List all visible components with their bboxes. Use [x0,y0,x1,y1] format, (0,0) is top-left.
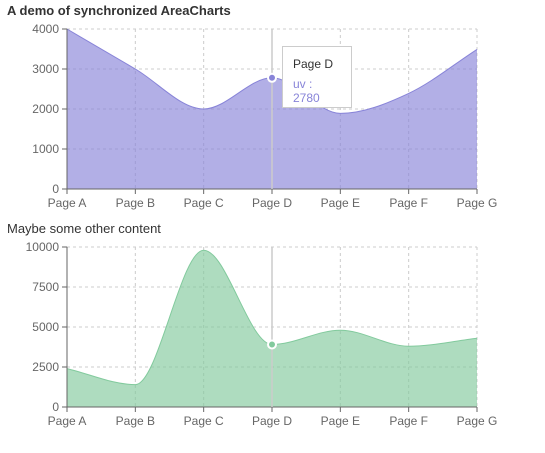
y-tick-label: 0 [52,182,59,196]
x-tick-label: Page E [321,414,360,428]
tooltip-label: Page D [293,57,334,71]
x-tick-label: Page A [48,414,87,428]
x-tick-label: Page G [457,196,498,210]
active-dot [267,72,277,83]
tooltip: Page D uv : 2780 [282,46,352,108]
active-dot [267,339,277,350]
y-tick-label: 5000 [32,320,59,334]
x-tick-label: Page C [184,196,224,210]
x-tick-label: Page E [321,196,360,210]
x-tick-label: Page D [252,414,292,428]
y-tick-label: 10000 [26,240,60,254]
tooltip-value: uv : 2780 [293,77,320,105]
x-tick-label: Page D [252,196,292,210]
chart-title-secondary: Maybe some other content [7,221,161,236]
area-line [66,249,478,386]
y-tick-label: 4000 [32,22,59,36]
x-tick-label: Page B [116,414,155,428]
x-tick-label: Page F [389,196,428,210]
y-tick-label: 7500 [32,280,59,294]
area-chart-top[interactable]: 0 1000 2000 3000 4000 Page A Page B Page C Page … [0,0,545,215]
y-tick-label: 2500 [32,360,59,374]
chart-title: A demo of synchronized AreaCharts [7,3,231,18]
y-tick-label: 0 [52,400,59,414]
area-fill [67,250,477,407]
x-tick-label: Page G [457,414,498,428]
y-tick-label: 2000 [32,102,59,116]
x-tick-label: Page C [184,414,224,428]
x-tick-label: Page A [48,196,87,210]
x-tick-label: Page B [116,196,155,210]
y-tick-label: 1000 [32,142,59,156]
x-tick-label: Page F [389,414,428,428]
y-tick-label: 3000 [32,62,59,76]
